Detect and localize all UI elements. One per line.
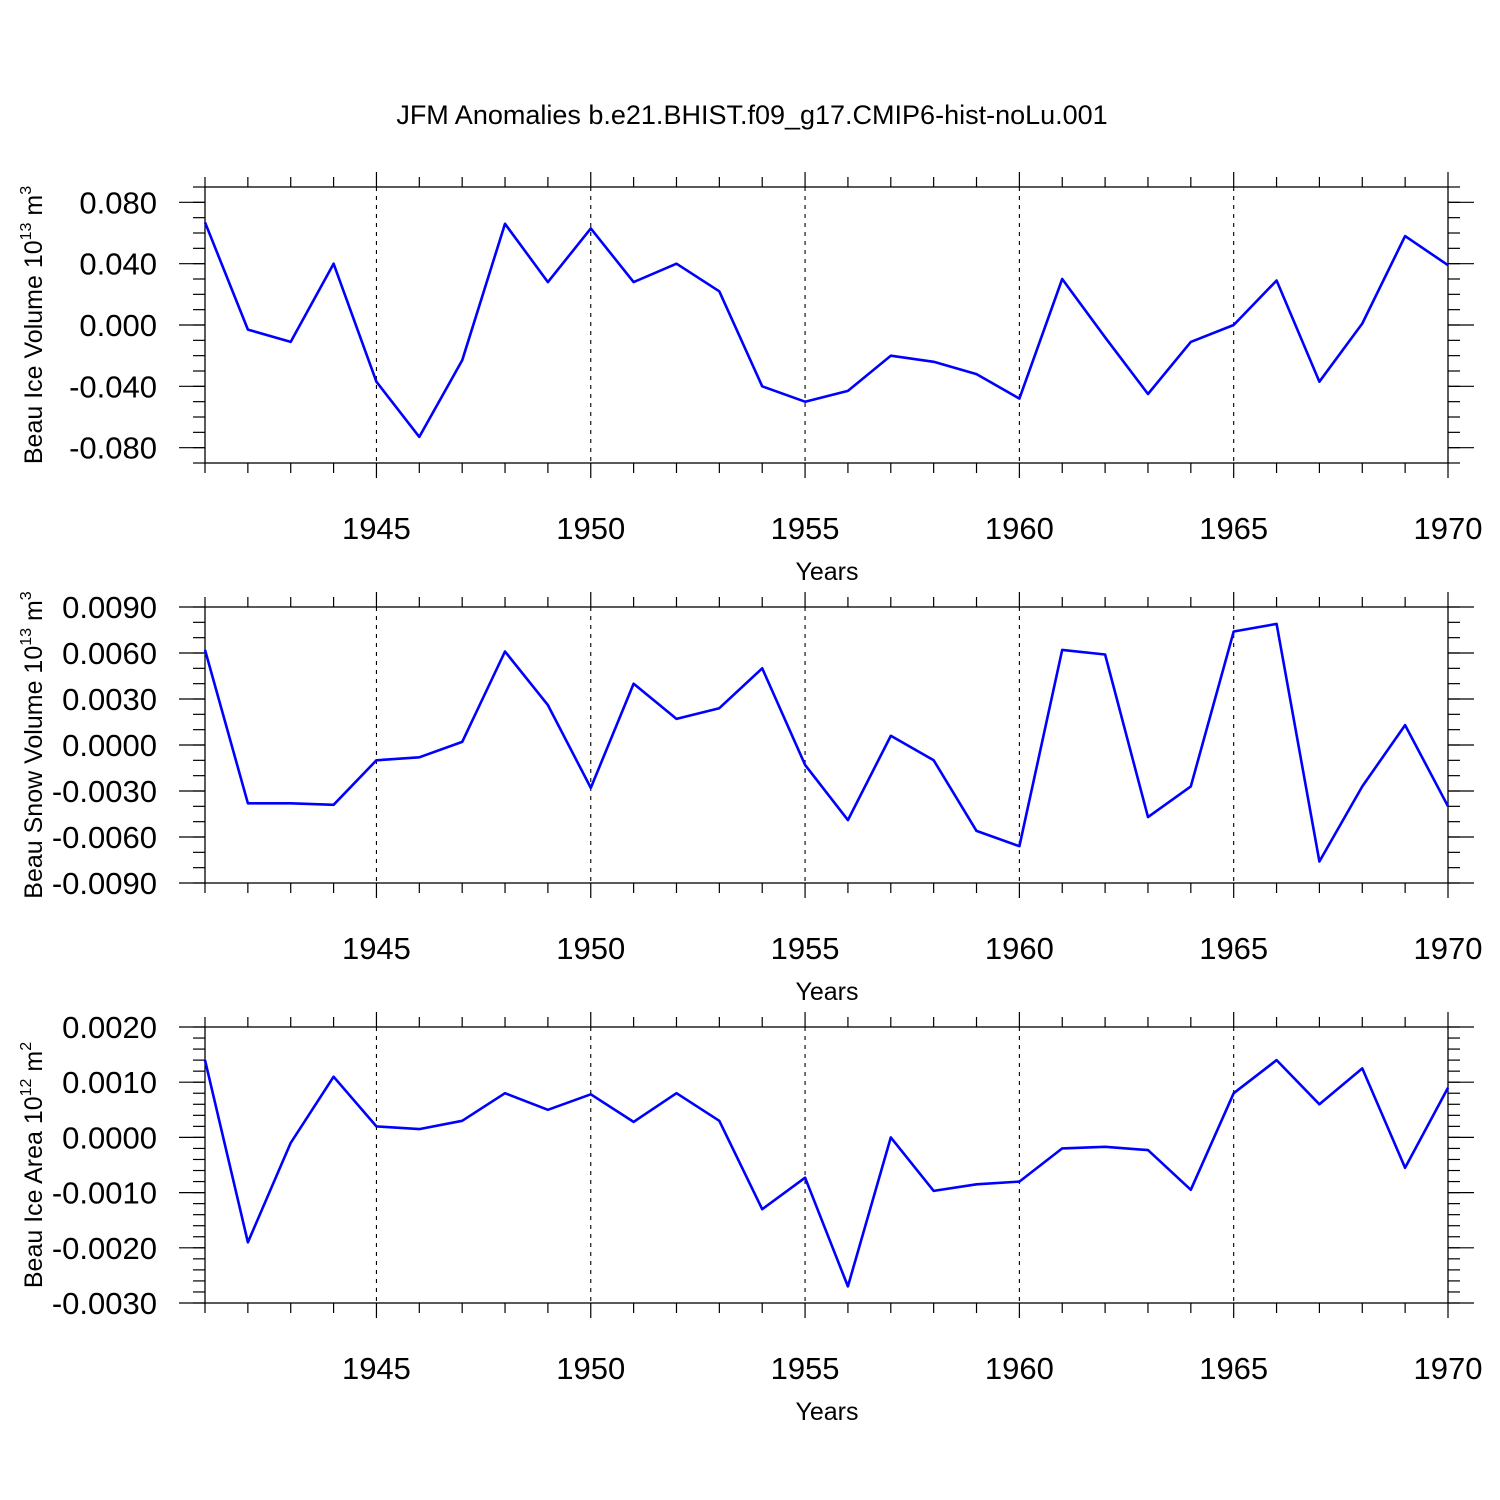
y-tick-label: 0.0020	[62, 1010, 157, 1045]
y-axis-label: Beau Snow Volume 1013 m3	[18, 591, 48, 899]
y-tick-label: -0.0020	[52, 1231, 157, 1266]
y-axis-label-part: m	[20, 195, 48, 223]
x-tick-label: 1965	[1199, 1351, 1268, 1386]
x-tick-label: 1965	[1199, 511, 1268, 546]
y-axis-label-part: m	[20, 1051, 48, 1079]
y-axis-label-part: Beau Snow Volume 10	[20, 646, 48, 899]
y-axis-label-part: 2	[18, 1042, 35, 1051]
x-tick-label: 1955	[771, 1351, 840, 1386]
y-tick-label: -0.0030	[52, 774, 157, 809]
y-tick-label: -0.040	[69, 369, 157, 404]
y-tick-label: 0.080	[79, 185, 157, 220]
x-tick-label: 1945	[342, 511, 411, 546]
y-tick-label: 0.0030	[62, 682, 157, 717]
data-series-line	[203, 221, 1449, 439]
panel-2: 1945 1950 1955 1960 1965 1970 Years -0.0090 -0.0…	[18, 590, 1482, 1006]
y-tick-label: -0.0060	[52, 820, 157, 855]
y-axis-label-part: 13	[18, 222, 35, 240]
y-tick-label: 0.0000	[62, 728, 157, 763]
y-axis-label-part: Beau Ice Area 10	[20, 1096, 48, 1288]
y-tick-label: 0.0010	[62, 1065, 157, 1100]
x-tick-label: 1965	[1199, 931, 1268, 966]
y-axis-label-part: m	[20, 600, 48, 628]
chart-title: JFM Anomalies b.e21.BHIST.f09_g17.CMIP6-…	[396, 100, 1107, 130]
y-axis-label-part: 12	[18, 1078, 35, 1096]
y-tick-label: -0.0030	[52, 1286, 157, 1321]
y-tick-label: 0.0090	[62, 590, 157, 625]
panel-3: 1945 1950 1955 1960 1965 1970 Years -0.0030 -0.0…	[18, 1010, 1482, 1426]
x-tick-label: 1955	[771, 931, 840, 966]
y-tick-label: 0.000	[79, 308, 157, 343]
data-series-line	[203, 1058, 1450, 1288]
y-tick-label: -0.0090	[52, 866, 157, 901]
x-tick-label: 1960	[985, 511, 1054, 546]
y-axis-label-part: 3	[18, 591, 35, 600]
y-axis-label-part: 13	[18, 628, 35, 646]
x-tick-label: 1950	[556, 931, 625, 966]
y-tick-label: 0.0000	[62, 1120, 157, 1155]
x-tick-label: 1945	[342, 931, 411, 966]
y-axis-label: Beau Ice Volume 1013 m3	[18, 186, 48, 464]
y-tick-label: -0.0010	[52, 1176, 157, 1211]
y-axis-label: Beau Ice Area 1012 m2	[18, 1042, 48, 1288]
x-tick-label: 1960	[985, 1351, 1054, 1386]
x-tick-label: 1950	[556, 1351, 625, 1386]
panel-1: 1945 1950 1955 1960 1965 1970 Years -0.080 -0.04…	[18, 172, 1482, 586]
x-tick-label: 1970	[1414, 1351, 1483, 1386]
x-axis-label: Years	[795, 558, 858, 586]
x-axis-label: Years	[795, 978, 858, 1006]
y-axis-label-part: 3	[18, 186, 35, 195]
y-tick-label: 0.040	[79, 247, 157, 282]
x-tick-label: 1970	[1414, 931, 1483, 966]
x-tick-label: 1945	[342, 1351, 411, 1386]
plot-frame	[204, 606, 1449, 884]
plot-frame	[204, 1026, 1449, 1304]
x-axis-label: Years	[795, 1398, 858, 1426]
y-tick-label: 0.0060	[62, 636, 157, 671]
y-tick-label: -0.080	[69, 431, 157, 466]
plot-frame	[204, 186, 1449, 464]
data-series-line	[203, 622, 1450, 863]
y-axis-label-part: Beau Ice Volume 10	[20, 240, 48, 464]
x-tick-label: 1970	[1414, 511, 1483, 546]
x-tick-label: 1955	[771, 511, 840, 546]
x-tick-label: 1950	[556, 511, 625, 546]
x-tick-label: 1960	[985, 931, 1054, 966]
